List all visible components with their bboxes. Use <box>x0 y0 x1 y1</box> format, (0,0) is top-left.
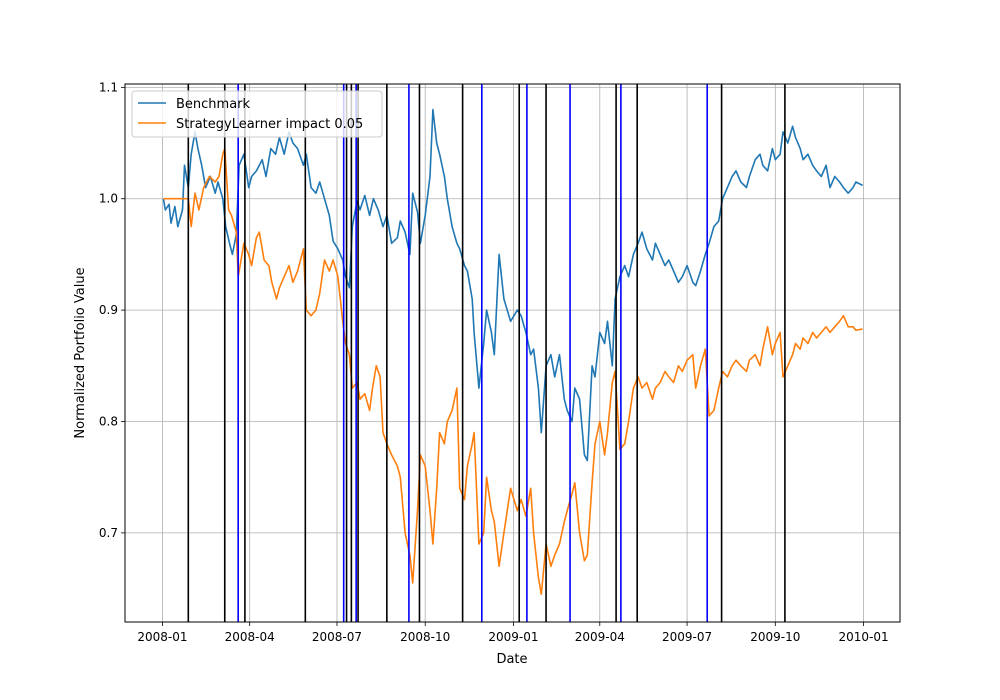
x-tick-label: 2009-10 <box>750 630 800 644</box>
x-tick-label: 2008-10 <box>400 630 450 644</box>
grid <box>125 84 900 622</box>
legend-label: StrategyLearner impact 0.05 <box>176 117 363 132</box>
y-tick-label: 0.9 <box>99 303 118 317</box>
series-line-strategy-learner <box>163 147 863 595</box>
y-tick-label: 0.8 <box>99 415 118 429</box>
y-tick-label: 1.0 <box>99 192 118 206</box>
vertical-lines <box>187 84 786 622</box>
plot-frame <box>124 83 901 623</box>
x-tick-label: 2008-04 <box>225 630 275 644</box>
y-axis-label: Normalized Portfolio Value <box>73 267 88 438</box>
series-line-benchmark <box>162 108 863 462</box>
y-axis-ticks: 0.7 0.8 0.9 1.0 1.1 <box>99 80 125 540</box>
x-tick-label: 2009-07 <box>662 630 712 644</box>
y-tick-label: 0.7 <box>99 526 118 540</box>
x-tick-label: 2008-01 <box>137 630 187 644</box>
x-tick-label: 2010-01 <box>838 630 888 644</box>
x-axis-ticks: 2008-01 2008-04 2008-07 2008-10 2009-01 2009-… <box>137 622 889 644</box>
y-tick-label: 1.1 <box>99 80 118 94</box>
series-layer <box>162 108 863 595</box>
x-tick-label: 2009-04 <box>575 630 625 644</box>
legend-label: Benchmark <box>176 97 251 112</box>
x-tick-label: 2008-07 <box>312 630 362 644</box>
x-axis-label: Date <box>496 652 527 667</box>
legend: Benchmark StrategyLearner impact 0.05 <box>131 90 383 138</box>
x-tick-label: 2009-01 <box>488 630 538 644</box>
legend-box <box>131 90 383 138</box>
